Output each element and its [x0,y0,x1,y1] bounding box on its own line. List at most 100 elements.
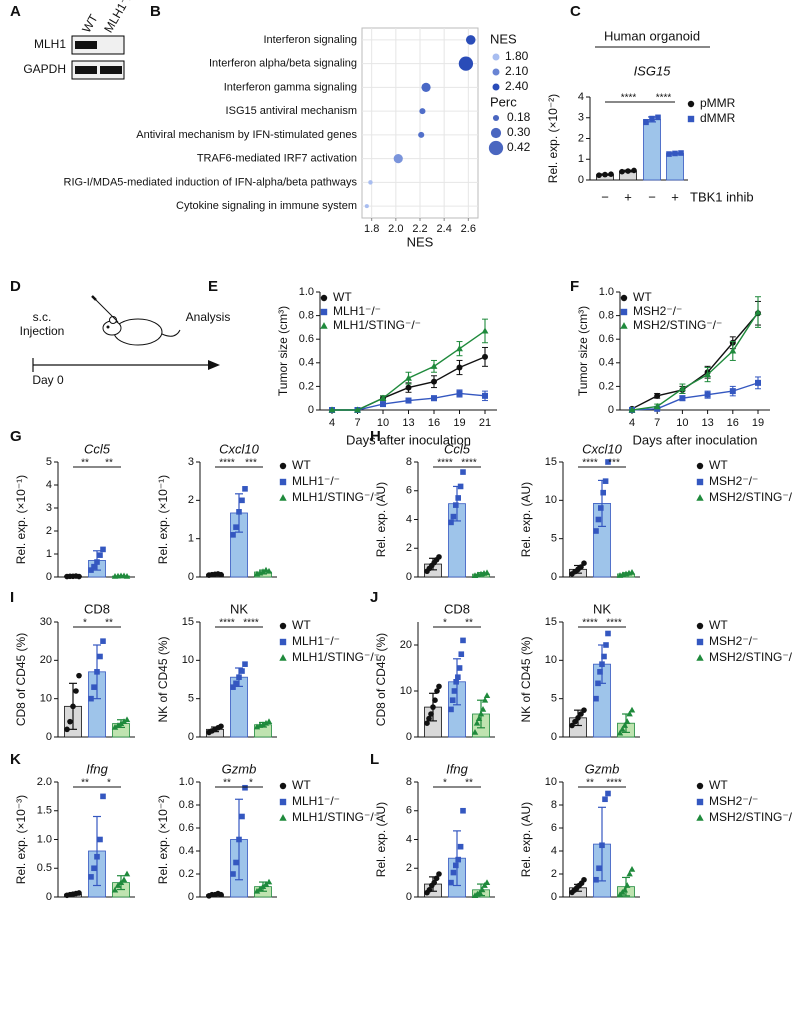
data-point [448,879,454,886]
data-point [253,887,261,894]
data-point [328,406,336,413]
data-point [262,880,270,887]
legend-label: MSH2⁻/⁻ [633,304,682,318]
y-tick-label: 1 [188,533,194,545]
x-tick-label: + [624,189,632,204]
legend-label: MSH2/STING⁻/⁻ [709,810,792,824]
data-point [481,327,489,334]
y-tick-label: 5 [551,533,557,545]
y-tick-label: 4 [46,479,52,491]
legend-marker [320,294,328,302]
data-point [602,478,609,484]
data-point [597,669,603,675]
data-point [405,374,412,381]
data-point [91,563,97,570]
data-point [471,729,479,735]
data-point [595,516,602,523]
y-tick-label: 1.5 [37,805,52,817]
significance-label: **** [582,618,598,629]
y-axis-label: Rel. exp. (×10⁻²) [156,795,170,884]
dot [419,108,426,115]
legend-label: WT [709,618,728,632]
y-axis-label: Rel. exp. (AU) [519,802,533,877]
legend-marker [687,100,695,108]
y-tick-label: 0 [46,891,52,903]
y-tick-label: 0.4 [179,845,194,857]
significance-label: **** [243,618,259,629]
y-tick-label: 0 [188,731,194,743]
data-point [259,883,267,890]
data-point [704,391,711,398]
data-point [117,879,125,886]
legend-marker [696,798,704,806]
legend-label: 2.10 [505,64,529,78]
data-point [450,513,457,520]
legend-marker [696,638,704,646]
data-point [230,532,236,538]
legend-marker [320,308,328,316]
data-point [628,706,636,713]
legend-marker [279,798,287,806]
data-point [379,394,387,401]
data-point [233,859,239,866]
y-tick-label: 10 [545,654,557,666]
y-tick-label: 5 [551,693,557,705]
data-point [626,870,633,877]
data-point [76,890,82,896]
data-point [453,862,459,869]
data-point [628,406,636,413]
data-point [482,392,488,399]
y-tick-label: 0 [406,571,412,583]
y-tick-label: 0.8 [599,310,614,322]
category-label: RIG-I/MDA5-mediated induction of IFN-alp… [64,176,358,188]
panel-label: C [570,3,581,20]
data-point [754,308,762,315]
data-point [666,151,672,157]
data-point [94,853,100,860]
data-point [431,378,437,385]
y-tick-label: 0 [551,731,557,743]
data-point [456,665,463,671]
data-point [67,718,73,725]
category-label: Interferon gamma signaling [224,81,357,93]
bar [666,153,684,181]
chart-title: NK [593,601,611,616]
legend-marker [320,322,328,329]
data-point [424,720,430,726]
y-tick-label: 2 [46,525,52,537]
data-point [455,856,461,863]
data-point [256,885,264,892]
data-point [233,524,239,530]
row-label: GAPDH [23,62,66,76]
data-point [457,483,464,490]
y-tick-label: 4 [578,91,584,103]
data-point [456,345,463,352]
data-point [100,793,106,800]
data-point [578,711,584,717]
data-point [581,560,587,566]
y-tick-label: 2 [578,132,584,144]
blot-band [100,66,122,74]
data-point [599,842,605,849]
y-tick-label: 1.0 [179,776,194,788]
significance-label: **** [219,458,235,469]
chart-title: NK [230,601,248,616]
data-point [475,715,483,721]
data-point [262,719,270,726]
data-point [608,171,614,177]
y-tick-label: 0.6 [599,333,614,345]
legend-label: MSH2/STING⁻/⁻ [709,490,792,504]
legend-label: WT [292,458,311,472]
x-tick-label: 13 [701,417,713,429]
chart-title: CD8 [84,601,110,616]
data-point [601,653,607,660]
legend-label: MSH2⁻/⁻ [709,474,758,488]
legend-marker [279,494,287,501]
panel-label: E [208,278,218,295]
data-point [458,651,465,657]
data-point [655,114,661,121]
data-point [704,371,712,378]
legend-label: 0.30 [507,125,531,139]
data-point [477,710,485,717]
data-point [450,869,457,876]
